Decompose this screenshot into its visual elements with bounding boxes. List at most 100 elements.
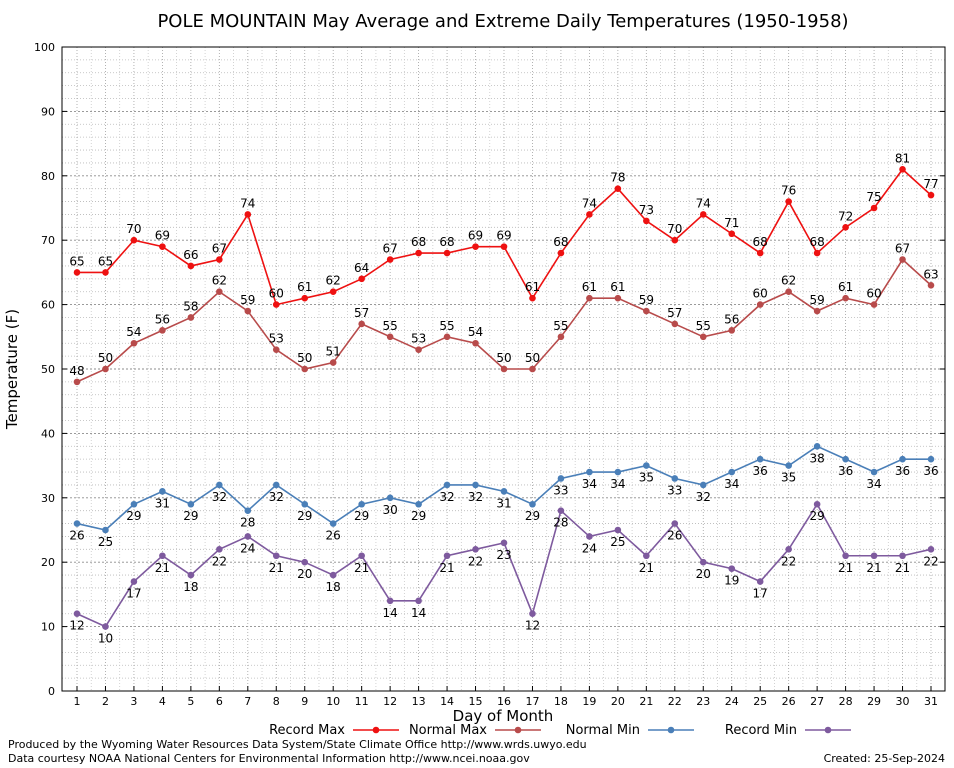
data-label: 81 bbox=[895, 151, 910, 165]
series-layer: 65 65 70 69 66 67 74 60 61 62 64 67 68 68 69 69 61 68 74 78… bbox=[69, 151, 938, 645]
data-label: 20 bbox=[297, 567, 312, 581]
legend-label: Normal Min bbox=[566, 723, 640, 738]
data-label: 70 bbox=[126, 222, 141, 236]
data-label: 32 bbox=[439, 490, 454, 504]
x-tick-label: 13 bbox=[412, 695, 426, 708]
data-point bbox=[756, 455, 764, 463]
data-point bbox=[643, 462, 650, 469]
data-label: 54 bbox=[126, 325, 141, 339]
data-point bbox=[244, 533, 252, 540]
data-point bbox=[358, 320, 365, 328]
data-point bbox=[813, 500, 821, 508]
legend-marker bbox=[514, 726, 522, 734]
y-tick-label: 20 bbox=[41, 556, 55, 569]
data-point bbox=[671, 520, 679, 527]
data-point bbox=[699, 333, 707, 341]
data-label: 35 bbox=[781, 471, 796, 485]
x-tick-label: 20 bbox=[611, 695, 625, 708]
data-point bbox=[728, 327, 736, 334]
x-tick-label: 28 bbox=[839, 695, 853, 708]
data-label: 21 bbox=[354, 561, 369, 575]
data-label: 68 bbox=[553, 235, 568, 249]
data-point bbox=[557, 249, 565, 257]
data-label: 68 bbox=[411, 235, 426, 249]
x-tick-label: 3 bbox=[130, 695, 137, 708]
data-point bbox=[671, 475, 679, 482]
x-tick-label: 17 bbox=[525, 695, 539, 708]
data-label: 65 bbox=[98, 254, 113, 268]
data-point bbox=[842, 552, 849, 560]
data-point bbox=[557, 333, 565, 341]
data-point bbox=[187, 571, 195, 579]
series-record-max: 65 65 70 69 66 67 74 60 61 62 64 67 68 68 69 69 61 68 74 78… bbox=[69, 151, 939, 308]
data-label: 32 bbox=[212, 490, 227, 504]
data-point bbox=[415, 249, 422, 257]
data-label: 57 bbox=[354, 306, 369, 320]
legend-item: Record Min bbox=[725, 723, 851, 738]
data-label: 33 bbox=[667, 483, 682, 497]
data-label: 22 bbox=[468, 554, 483, 568]
y-tick-label: 90 bbox=[41, 105, 55, 118]
data-label: 56 bbox=[724, 312, 739, 326]
data-label: 12 bbox=[525, 619, 540, 633]
data-label: 50 bbox=[525, 351, 540, 365]
data-label: 32 bbox=[468, 490, 483, 504]
data-point bbox=[813, 442, 821, 450]
data-point bbox=[386, 333, 394, 341]
data-point bbox=[614, 185, 622, 192]
x-axis-ticks: 1 2 3 4 5 6 7 8 9 10 11 12 13 14 15 16 17 18 19 20 21 22 23 24 2… bbox=[74, 686, 938, 708]
y-tick-label: 40 bbox=[41, 427, 55, 440]
data-label: 36 bbox=[753, 464, 768, 478]
data-label: 67 bbox=[895, 242, 910, 256]
data-point bbox=[386, 494, 394, 502]
data-point bbox=[102, 526, 109, 534]
data-label: 21 bbox=[838, 561, 853, 575]
created-date: Created: 25-Sep-2024 bbox=[824, 752, 945, 765]
data-point bbox=[728, 468, 736, 476]
x-tick-label: 5 bbox=[187, 695, 194, 708]
data-point bbox=[500, 539, 508, 547]
data-point bbox=[130, 500, 138, 508]
x-tick-label: 24 bbox=[725, 695, 739, 708]
data-point bbox=[472, 546, 479, 553]
data-label: 78 bbox=[610, 171, 625, 185]
data-label: 23 bbox=[496, 548, 511, 562]
data-label: 12 bbox=[69, 619, 84, 633]
data-label: 55 bbox=[382, 319, 397, 333]
data-label: 54 bbox=[468, 325, 483, 339]
data-point bbox=[842, 294, 849, 302]
data-point bbox=[216, 288, 223, 296]
data-point bbox=[187, 314, 195, 321]
data-label: 60 bbox=[866, 287, 881, 301]
data-label: 51 bbox=[326, 345, 341, 359]
data-label: 75 bbox=[866, 190, 881, 204]
y-tick-label: 0 bbox=[48, 685, 55, 698]
data-label: 68 bbox=[753, 235, 768, 249]
data-label: 72 bbox=[838, 209, 853, 223]
data-point bbox=[415, 597, 422, 605]
data-label: 18 bbox=[183, 580, 198, 594]
data-point bbox=[130, 339, 138, 347]
data-label: 17 bbox=[753, 587, 768, 601]
data-label: 22 bbox=[212, 554, 227, 568]
data-label: 31 bbox=[496, 496, 511, 510]
x-tick-label: 4 bbox=[159, 695, 166, 708]
data-label: 32 bbox=[696, 490, 711, 504]
data-label: 30 bbox=[382, 503, 397, 517]
x-axis-label: Day of Month bbox=[453, 707, 554, 725]
data-point bbox=[586, 533, 593, 540]
legend-item: Normal Max bbox=[409, 723, 541, 738]
x-tick-label: 21 bbox=[639, 695, 653, 708]
data-label: 34 bbox=[610, 477, 625, 491]
x-tick-label: 22 bbox=[668, 695, 682, 708]
data-point bbox=[643, 307, 650, 315]
data-point bbox=[386, 256, 394, 263]
data-point bbox=[927, 191, 935, 199]
data-label: 14 bbox=[411, 606, 426, 620]
data-label: 29 bbox=[411, 509, 426, 523]
data-label: 69 bbox=[468, 229, 483, 243]
data-point bbox=[500, 488, 508, 495]
x-tick-label: 26 bbox=[782, 695, 796, 708]
data-label: 34 bbox=[866, 477, 881, 491]
